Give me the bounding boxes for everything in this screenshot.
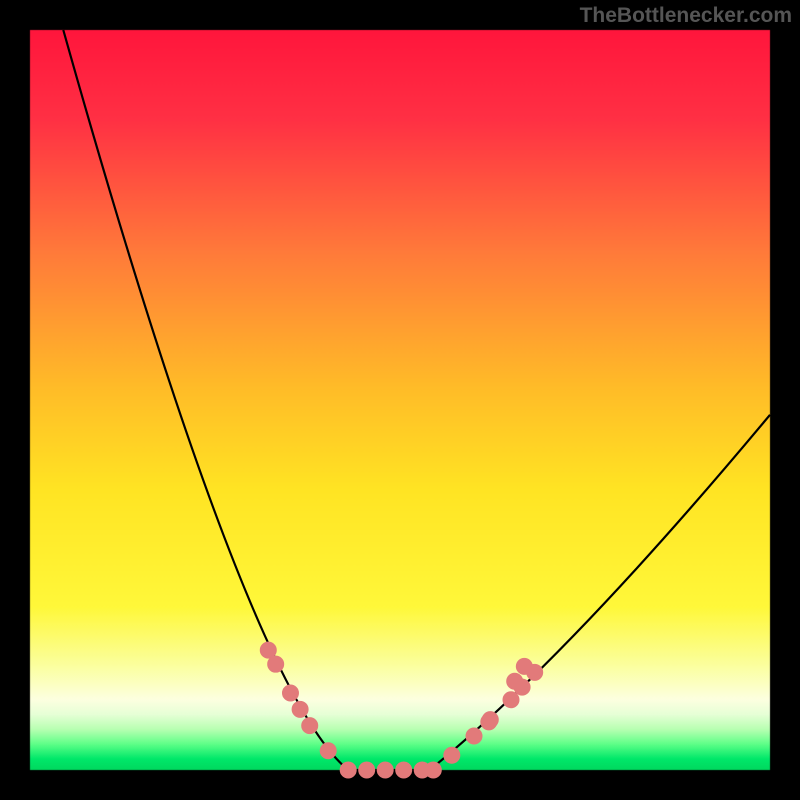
marker-dot (340, 762, 356, 778)
chart-overlay (0, 0, 800, 800)
marker-dot (302, 718, 318, 734)
highlight-markers (260, 642, 542, 778)
marker-dot (396, 762, 412, 778)
marker-dot (292, 701, 308, 717)
bottleneck-curve (63, 30, 770, 770)
marker-dot (260, 642, 276, 658)
marker-dot (482, 712, 498, 728)
marker-dot (359, 762, 375, 778)
marker-dot (466, 728, 482, 744)
marker-dot (268, 656, 284, 672)
marker-dot (377, 762, 393, 778)
watermark-text: TheBottlenecker.com (580, 4, 792, 28)
marker-dot (514, 679, 530, 695)
marker-dot (503, 692, 519, 708)
marker-dot (320, 743, 336, 759)
marker-dot (282, 685, 298, 701)
marker-dot (527, 664, 543, 680)
marker-dot (444, 747, 460, 763)
marker-dot (425, 762, 441, 778)
chart-stage: TheBottlenecker.com (0, 0, 800, 800)
